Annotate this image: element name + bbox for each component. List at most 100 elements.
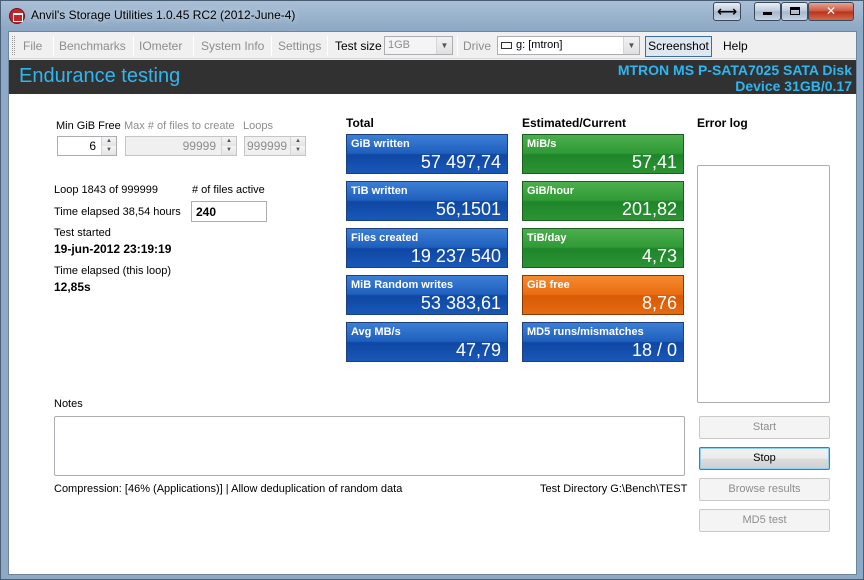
tile-avg-mbs: Avg MB/s 47,79 [346, 322, 508, 362]
tile-mibs: MiB/s 57,41 [522, 134, 684, 174]
resize-toggle-button[interactable]: ⟷ [713, 2, 741, 21]
compression-info: Compression: [46% (Applications)] | Allo… [54, 483, 403, 495]
main-panel: Min GiB Free 6 ▲ ▼ Max # of files to crea… [9, 94, 856, 574]
tile-value: 56,1501 [435, 199, 501, 219]
tile-files-created: Files created 19 237 540 [346, 228, 508, 268]
device-size: Device 31GB/0.17 [735, 78, 852, 94]
tile-label: GiB written [351, 138, 410, 150]
tile-value: 8,76 [641, 293, 677, 313]
test-started-value: 19-jun-2012 23:19:19 [54, 242, 172, 256]
max-files-stepper[interactable]: 99999 ▲ ▼ [125, 136, 237, 156]
toolbar: File Benchmarks IOmeter System Info Sett… [9, 32, 856, 59]
toolbar-separator [271, 36, 272, 56]
tile-label: Avg MB/s [351, 326, 401, 338]
test-size-value: 1GB [388, 39, 411, 51]
toolbar-grip[interactable] [12, 36, 15, 55]
tile-gib-free: GiB free 8,76 [522, 275, 684, 315]
app-icon[interactable] [9, 8, 25, 24]
loop-counter: Loop 1843 of 999999 [54, 184, 158, 196]
loops-label: Loops [243, 120, 273, 132]
chevron-up-icon[interactable]: ▲ [102, 137, 116, 146]
toolbar-separator [327, 36, 328, 56]
title-bar[interactable]: Anvil's Storage Utilities 1.0.45 RC2 (20… [1, 1, 863, 29]
start-button[interactable]: Start [699, 416, 830, 439]
maximize-button[interactable] [781, 2, 808, 21]
loops-stepper[interactable]: 999999 ▲ ▼ [244, 136, 306, 156]
tile-value: 57,41 [631, 152, 677, 172]
files-active-field[interactable]: 240 [191, 201, 267, 222]
drive-select[interactable]: g: [mtron] ▼ [497, 36, 640, 55]
drive-label: Drive [463, 39, 492, 53]
min-gib-free-value: 6 [89, 139, 96, 153]
md5-test-button[interactable]: MD5 test [699, 509, 830, 532]
stepper-buttons[interactable]: ▲ ▼ [221, 137, 236, 155]
test-size-label: Test size [335, 39, 382, 53]
close-button[interactable]: ✕ [808, 2, 854, 21]
chevron-up-icon[interactable]: ▲ [222, 137, 236, 146]
time-elapsed: Time elapsed 38,54 hours [54, 206, 181, 218]
tile-gib-written: GiB written 57 497,74 [346, 134, 508, 174]
error-log-heading: Error log [697, 116, 748, 130]
drive-icon [501, 42, 512, 49]
tile-value: 53 383,61 [420, 293, 501, 313]
menu-help[interactable]: Help [723, 39, 748, 53]
screenshot-button[interactable]: Screenshot [645, 36, 712, 57]
min-gib-free-stepper[interactable]: 6 ▲ ▼ [57, 136, 117, 156]
tile-value: 4,73 [641, 246, 677, 266]
loop-elapsed-label: Time elapsed (this loop) [54, 265, 171, 277]
menu-file[interactable]: File [23, 39, 43, 53]
loop-elapsed-value: 12,85s [54, 280, 91, 294]
test-directory: Test Directory G:\Bench\TEST [540, 483, 688, 495]
stepper-buttons[interactable]: ▲ ▼ [101, 137, 116, 155]
stop-button[interactable]: Stop [699, 447, 830, 470]
chevron-down-icon: ▼ [623, 37, 639, 54]
browse-results-button[interactable]: Browse results [699, 478, 830, 501]
tile-label: TiB/day [527, 232, 567, 244]
maximize-icon [789, 7, 800, 15]
tile-label: GiB free [527, 279, 570, 291]
menu-system-info[interactable]: System Info [201, 39, 265, 53]
client-area: File Benchmarks IOmeter System Info Sett… [8, 31, 857, 575]
tile-value: 201,82 [621, 199, 677, 219]
tile-label: MiB/s [527, 138, 557, 150]
max-files-label: Max # of files to create [124, 120, 235, 132]
tile-tib-written: TiB written 56,1501 [346, 181, 508, 221]
min-gib-free-label: Min GiB Free [56, 120, 121, 132]
header-band: Endurance testing MTRON MS P-SATA7025 SA… [9, 60, 856, 94]
error-log-list[interactable] [697, 165, 830, 403]
chevron-up-icon[interactable]: ▲ [291, 137, 305, 146]
toolbar-separator [133, 36, 134, 56]
menu-settings[interactable]: Settings [278, 39, 322, 53]
chevron-down-icon[interactable]: ▼ [102, 146, 116, 155]
tile-value: 18 / 0 [631, 340, 677, 360]
test-size-select[interactable]: 1GB ▼ [384, 36, 453, 55]
notes-textarea[interactable] [54, 416, 685, 476]
device-name: MTRON MS P-SATA7025 SATA Disk [617, 62, 852, 78]
toolbar-separator [193, 36, 194, 56]
estimated-heading: Estimated/Current [522, 116, 627, 130]
notes-label: Notes [54, 398, 83, 410]
toolbar-separator [53, 36, 54, 56]
tile-label: TiB written [351, 185, 408, 197]
max-files-value: 99999 [182, 139, 216, 153]
close-icon: ✕ [825, 4, 837, 18]
tile-value: 47,79 [455, 340, 501, 360]
tile-label: GiB/hour [527, 185, 575, 197]
tile-value: 57 497,74 [420, 152, 501, 172]
test-started-label: Test started [54, 227, 111, 239]
menu-benchmarks[interactable]: Benchmarks [59, 39, 126, 53]
stepper-buttons[interactable]: ▲ ▼ [290, 137, 305, 155]
tile-value: 19 237 540 [410, 246, 501, 266]
minimize-button[interactable] [754, 2, 781, 21]
menu-iometer[interactable]: IOmeter [139, 39, 183, 53]
tile-label: Files created [351, 232, 419, 244]
files-active-label: # of files active [192, 184, 265, 196]
page-title: Endurance testing [19, 65, 181, 87]
chevron-down-icon[interactable]: ▼ [291, 146, 305, 155]
chevron-down-icon[interactable]: ▼ [222, 146, 236, 155]
tile-label: MD5 runs/mismatches [527, 326, 644, 338]
chevron-down-icon: ▼ [436, 37, 452, 54]
tile-label: MiB Random writes [351, 279, 454, 291]
double-arrow-icon: ⟷ [716, 3, 738, 19]
